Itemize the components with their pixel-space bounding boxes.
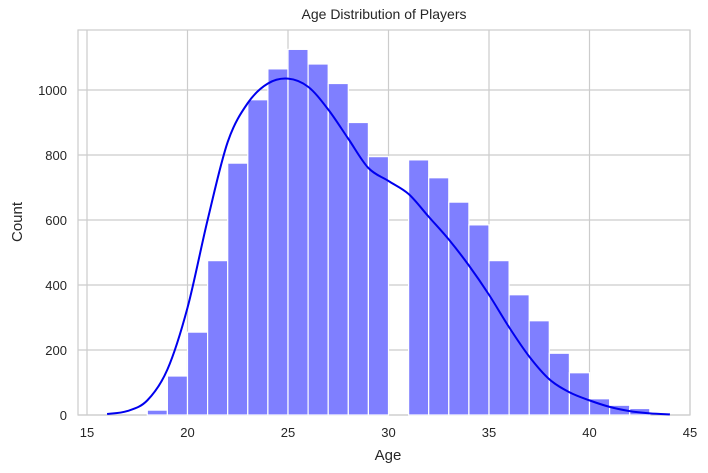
x-axis-label: Age [375,447,402,464]
histogram-bars [146,48,651,416]
x-tick-label: 20 [180,425,194,440]
x-tick-label: 45 [683,425,697,440]
histogram-bar [508,294,530,416]
y-axis-ticks: 0 200 400 600 800 1000 [38,83,67,423]
histogram-bar [186,331,209,416]
histogram-bar [287,48,309,416]
histogram-bar [227,162,249,416]
y-tick-label: 800 [45,148,67,163]
x-tick-label: 30 [381,425,395,440]
x-tick-label: 15 [80,425,94,440]
chart-title: Age Distribution of Players [301,6,467,22]
x-tick-label: 40 [582,425,596,440]
x-axis-ticks: 15 20 25 30 35 40 45 [80,425,697,440]
y-tick-label: 400 [45,278,67,293]
y-tick-label: 600 [45,213,67,228]
y-axis-label: Count [9,201,26,242]
histogram-bar [267,68,289,416]
histogram-bar [488,260,510,416]
histogram-bar [247,99,269,416]
histogram-bar [146,409,169,416]
y-tick-label: 1000 [38,83,67,98]
x-tick-label: 25 [281,425,295,440]
x-tick-label: 35 [482,425,496,440]
histogram-bar [428,177,450,416]
y-tick-label: 0 [60,408,67,423]
histogram-bar [568,372,591,416]
histogram-bar [468,224,490,416]
kde-curve [106,77,670,416]
histogram-bar [367,156,390,416]
y-tick-label: 200 [45,343,67,358]
histogram-bar [448,201,470,416]
histogram-bar [207,260,229,416]
histogram-bar [347,121,369,416]
histogram-bar [548,352,570,416]
histogram-bar [166,375,189,416]
histogram-bar [307,63,329,416]
